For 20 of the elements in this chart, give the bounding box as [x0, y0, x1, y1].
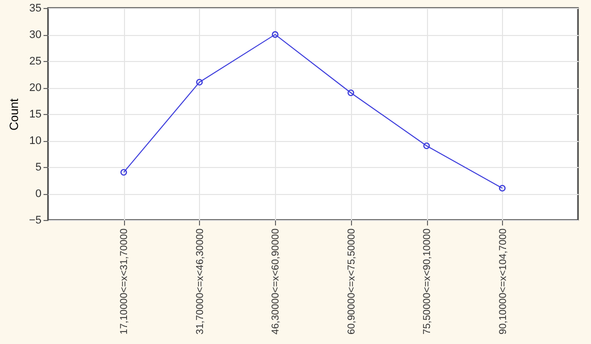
y-tick-label: 35	[29, 2, 42, 14]
point	[348, 89, 354, 96]
y-tick-label: 15	[29, 108, 42, 120]
point	[272, 31, 278, 38]
x-tick-label: 17,10000<=x<31,70000	[119, 228, 130, 334]
point	[196, 78, 203, 86]
y-tick-label: −5	[28, 214, 42, 226]
x-tick-label: 46,30000<=x<60,90000	[270, 228, 282, 334]
y-tick-label: 20	[29, 82, 42, 94]
y-tick-label: 25	[29, 56, 42, 68]
y-tick-label: 10	[29, 135, 42, 147]
y-tick-label: 0	[35, 188, 42, 200]
x-tick-label: 60,90000<=x<75,50000	[346, 228, 358, 334]
y-tick-label: 5	[35, 162, 42, 174]
y-tick-label: 30	[29, 29, 42, 41]
x-tick-label: 90,10000<=x<104,7000	[498, 228, 509, 334]
x-tick-label: 75,50000<=x<90,10000	[422, 228, 434, 334]
y-axis-title: Count	[6, 98, 21, 131]
x-tick-label: 31,70000<=x<46,30000	[194, 228, 206, 334]
point	[423, 142, 430, 150]
